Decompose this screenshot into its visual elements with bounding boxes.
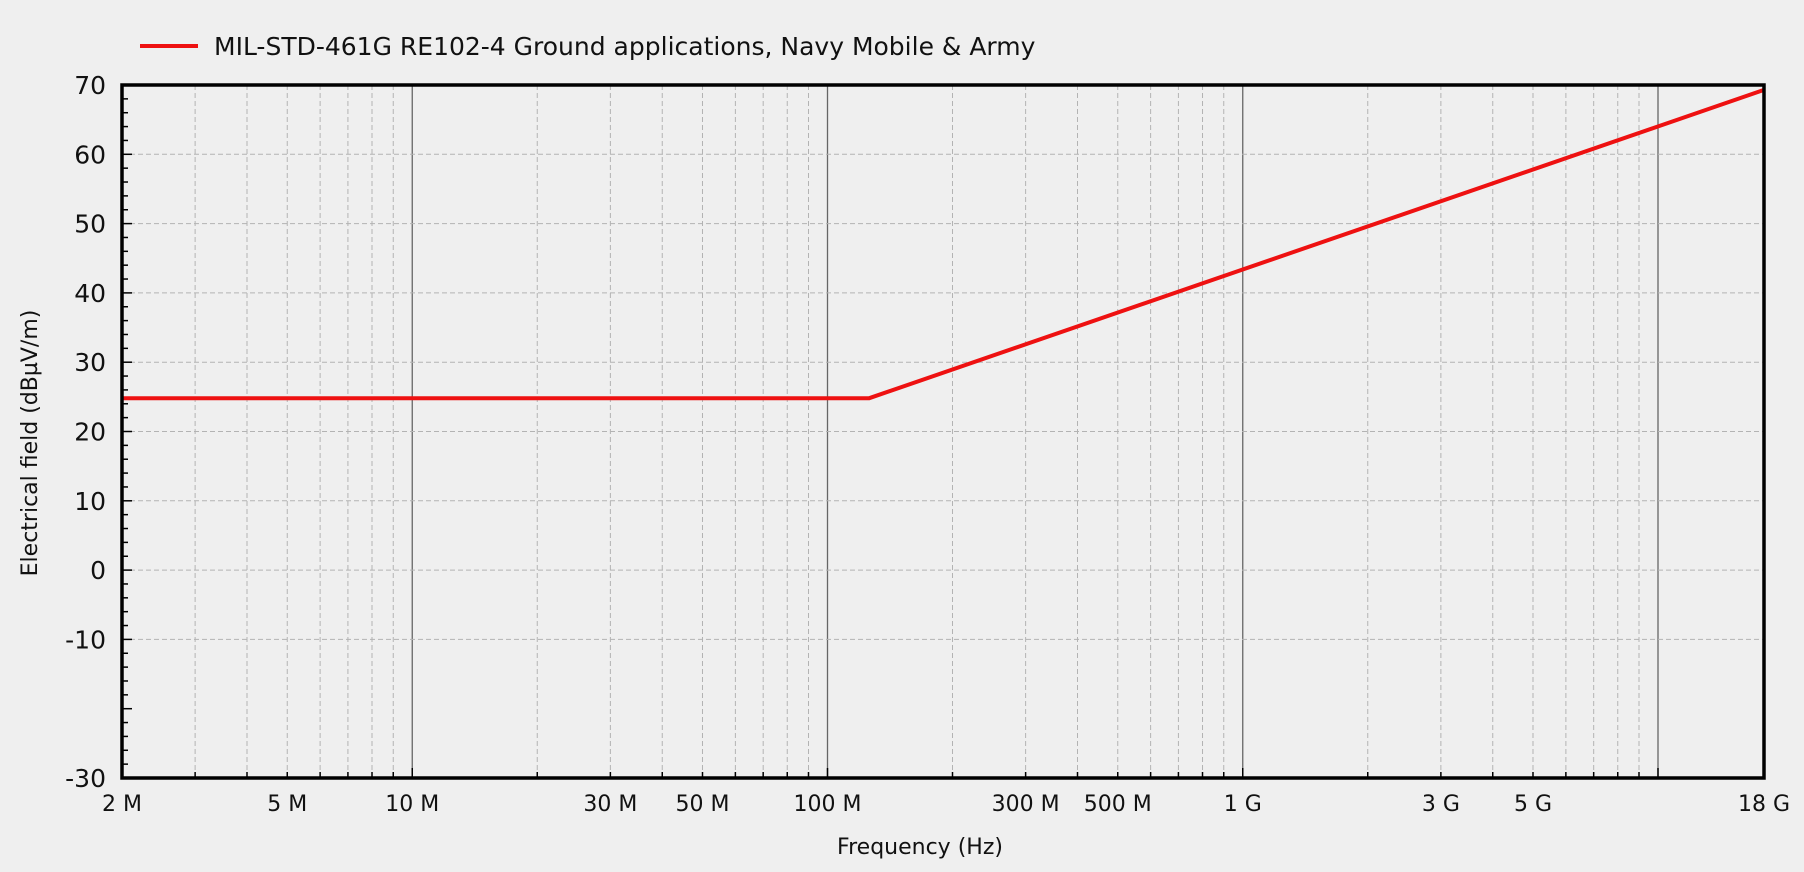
series-line — [122, 88, 1765, 401]
series-layer — [122, 88, 1765, 401]
y-tick-label: 50 — [74, 210, 106, 239]
y-tick-label: 70 — [74, 71, 106, 100]
legend: MIL-STD-461G RE102-4 Ground applications… — [140, 32, 1036, 61]
y-tick-label: 40 — [74, 279, 106, 308]
x-tick-label: 2 M — [102, 792, 142, 817]
x-tick-label: 500 M — [1084, 792, 1152, 817]
y-tick-label: -10 — [65, 625, 106, 654]
grid — [122, 85, 1764, 778]
x-axis-title: Frequency (Hz) — [837, 835, 1003, 860]
y-tick-label: -30 — [65, 764, 106, 793]
x-tick-label: 300 M — [992, 792, 1060, 817]
y-tick-label: 0 — [90, 556, 106, 585]
x-tick-label: 10 M — [385, 792, 439, 817]
x-tick-label: 3 G — [1422, 792, 1460, 817]
legend-label: MIL-STD-461G RE102-4 Ground applications… — [214, 32, 1036, 61]
tick-labels: -30 -10 0 10 20 30 40 50 60 70 2 M 5 M 10 M 30 M 50 M 1… — [65, 71, 1790, 817]
x-tick-label: 30 M — [583, 792, 637, 817]
y-tick-label: 10 — [74, 487, 106, 516]
x-tick-label: 100 M — [794, 792, 862, 817]
ticks — [122, 84, 1659, 779]
x-tick-label: 18 G — [1738, 792, 1790, 817]
y-tick-label: 30 — [74, 348, 106, 377]
y-tick-label: 60 — [74, 140, 106, 169]
x-tick-label: 50 M — [676, 792, 730, 817]
x-tick-label: 5 G — [1514, 792, 1552, 817]
y-axis-title: Electrical field (dBµV/m) — [18, 310, 43, 577]
y-tick-label: 20 — [74, 418, 106, 447]
x-tick-label: 1 G — [1224, 792, 1262, 817]
x-tick-label: 5 M — [267, 792, 307, 817]
